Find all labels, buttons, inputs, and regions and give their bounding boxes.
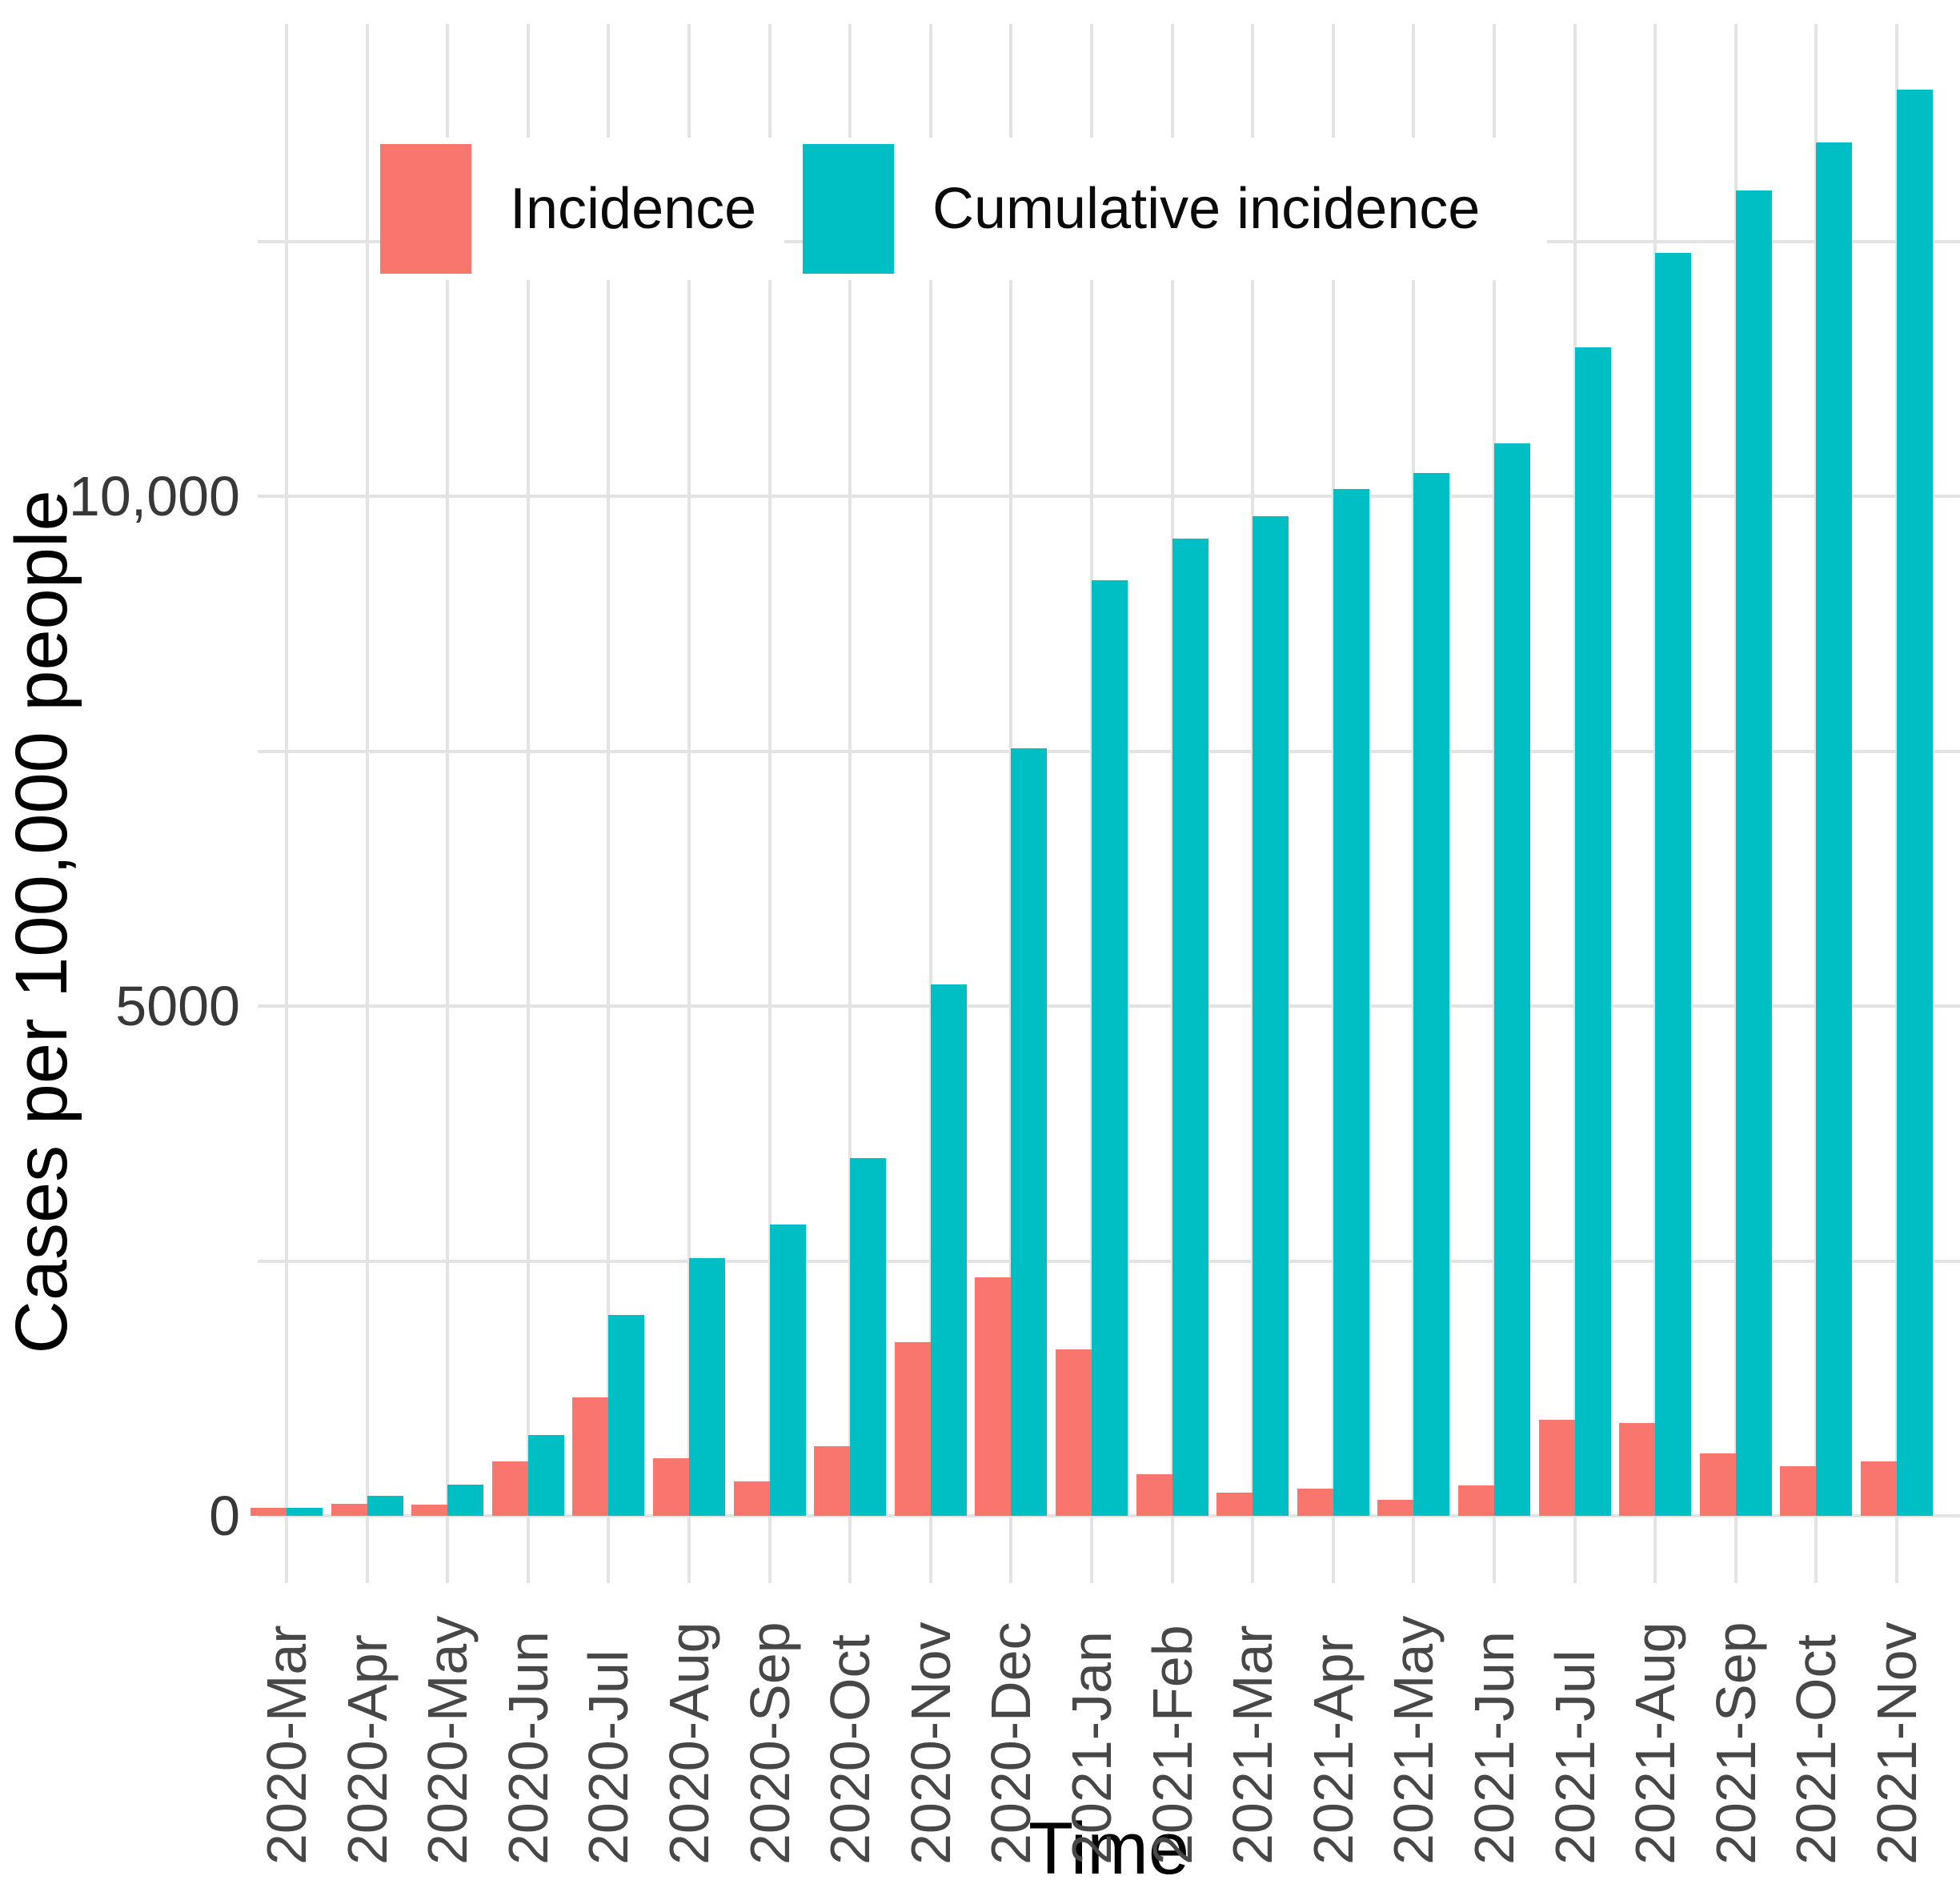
cumulative-incidence-bar: [527, 1435, 564, 1516]
cumulative-incidence-bar: [850, 1157, 887, 1516]
x-tick-label: 2020-Dec: [980, 1621, 1043, 1865]
cumulative-incidence-bar: [1735, 190, 1772, 1516]
cumulative-incidence-bar: [1011, 748, 1048, 1516]
x-tick-label: 2021-Jun: [1463, 1631, 1525, 1865]
vertical-gridline: [607, 24, 611, 1583]
incidence-swatch-icon: [380, 144, 471, 274]
horizontal-gridline: [258, 1514, 1960, 1517]
cumulative-incidence-bar: [1172, 539, 1208, 1516]
cumulative-incidence-bar: [608, 1315, 645, 1516]
cumulative-incidence-swatch-icon: [803, 144, 894, 274]
x-tick-label: 2021-Jul: [1543, 1649, 1606, 1865]
legend-item-incidence: Incidence: [380, 138, 784, 280]
cumulative-incidence-bar: [1253, 516, 1289, 1516]
legend-label-incidence: Incidence: [510, 177, 757, 241]
incidence-bar: [1297, 1488, 1333, 1516]
x-tick-label: 2021-Jan: [1060, 1631, 1123, 1865]
x-tick-label: 2021-Feb: [1140, 1625, 1204, 1865]
vertical-gridline: [687, 24, 691, 1583]
x-axis-title: Time: [1028, 1808, 1190, 1890]
cumulative-incidence-bar: [287, 1508, 323, 1516]
vertical-gridline: [768, 24, 772, 1583]
incidence-bar: [1619, 1423, 1656, 1516]
incidence-bar: [653, 1458, 689, 1516]
cumulative-incidence-bar: [930, 984, 967, 1516]
x-tick-label: 2020-Apr: [335, 1634, 399, 1865]
y-tick-label: 10,000: [68, 465, 240, 528]
incidence-bar: [1458, 1485, 1494, 1516]
incidence-bar: [491, 1461, 528, 1516]
x-tick-label: 2020-Oct: [819, 1634, 882, 1865]
cumulative-incidence-bar: [1413, 473, 1450, 1516]
vertical-gridline: [446, 24, 450, 1583]
incidence-bar: [251, 1507, 287, 1516]
x-tick-label: 2020-Nov: [899, 1621, 962, 1865]
x-tick-label: 2020-Aug: [658, 1621, 720, 1865]
incidence-bar: [1861, 1461, 1897, 1516]
legend-label-cumulative-incidence: Cumulative incidence: [932, 177, 1481, 241]
vertical-gridline: [526, 24, 530, 1583]
cumulative-incidence-bar: [1655, 253, 1692, 1516]
y-tick-label: 5000: [115, 975, 240, 1038]
vertical-gridline: [928, 24, 932, 1583]
incidence-bar: [894, 1342, 931, 1516]
x-tick-label: 2021-Sep: [1704, 1621, 1767, 1865]
x-tick-label: 2020-Sep: [738, 1621, 801, 1865]
x-tick-label: 2020-Jul: [577, 1649, 640, 1865]
x-tick-label: 2021-May: [1382, 1615, 1445, 1865]
x-tick-label: 2020-Jun: [496, 1631, 559, 1865]
incidence-bar: [1056, 1349, 1092, 1516]
cumulative-incidence-bar: [1574, 347, 1611, 1516]
vertical-gridline: [285, 24, 288, 1583]
x-tick-label: 2020-Mar: [255, 1625, 318, 1865]
vertical-gridline: [365, 24, 369, 1583]
incidence-bar: [572, 1397, 609, 1516]
incidence-bar: [975, 1277, 1012, 1516]
cumulative-incidence-bar: [1494, 443, 1530, 1516]
cumulative-incidence-bar: [1092, 580, 1128, 1516]
y-tick-label: 0: [209, 1485, 240, 1547]
cumulative-incidence-bar: [689, 1257, 725, 1516]
incidence-bar: [1377, 1500, 1414, 1516]
cumulative-incidence-bar: [1333, 488, 1369, 1516]
incidence-bar: [1780, 1465, 1817, 1516]
cumulative-incidence-bar: [1816, 142, 1853, 1516]
incidence-bar: [1538, 1419, 1575, 1516]
incidence-bar: [1136, 1473, 1172, 1516]
x-tick-label: 2021-Nov: [1866, 1621, 1928, 1865]
vertical-gridline: [848, 24, 852, 1583]
y-axis-title: Cases per 100,000 people: [1, 490, 82, 1354]
incidence-bar: [331, 1504, 367, 1516]
x-tick-label: 2021-Aug: [1624, 1621, 1687, 1865]
cumulative-incidence-bar: [1897, 90, 1933, 1516]
x-tick-label: 2021-Apr: [1301, 1634, 1365, 1865]
incidence-bar: [411, 1504, 448, 1516]
x-tick-label: 2020-May: [416, 1615, 479, 1865]
horizontal-gridline: [258, 495, 1960, 499]
cumulative-incidence-bar: [769, 1224, 806, 1516]
incidence-bar: [733, 1481, 770, 1516]
cumulative-incidence-bar: [367, 1496, 403, 1516]
incidence-bar: [1699, 1453, 1736, 1516]
legend-item-cumulative: Cumulative incidence: [803, 138, 1547, 280]
incidence-bar: [1216, 1493, 1253, 1516]
incidence-bar: [814, 1446, 851, 1516]
x-tick-label: 2021-Mar: [1221, 1625, 1285, 1865]
x-tick-label: 2021-Oct: [1785, 1634, 1848, 1865]
cumulative-incidence-bar: [447, 1484, 484, 1516]
